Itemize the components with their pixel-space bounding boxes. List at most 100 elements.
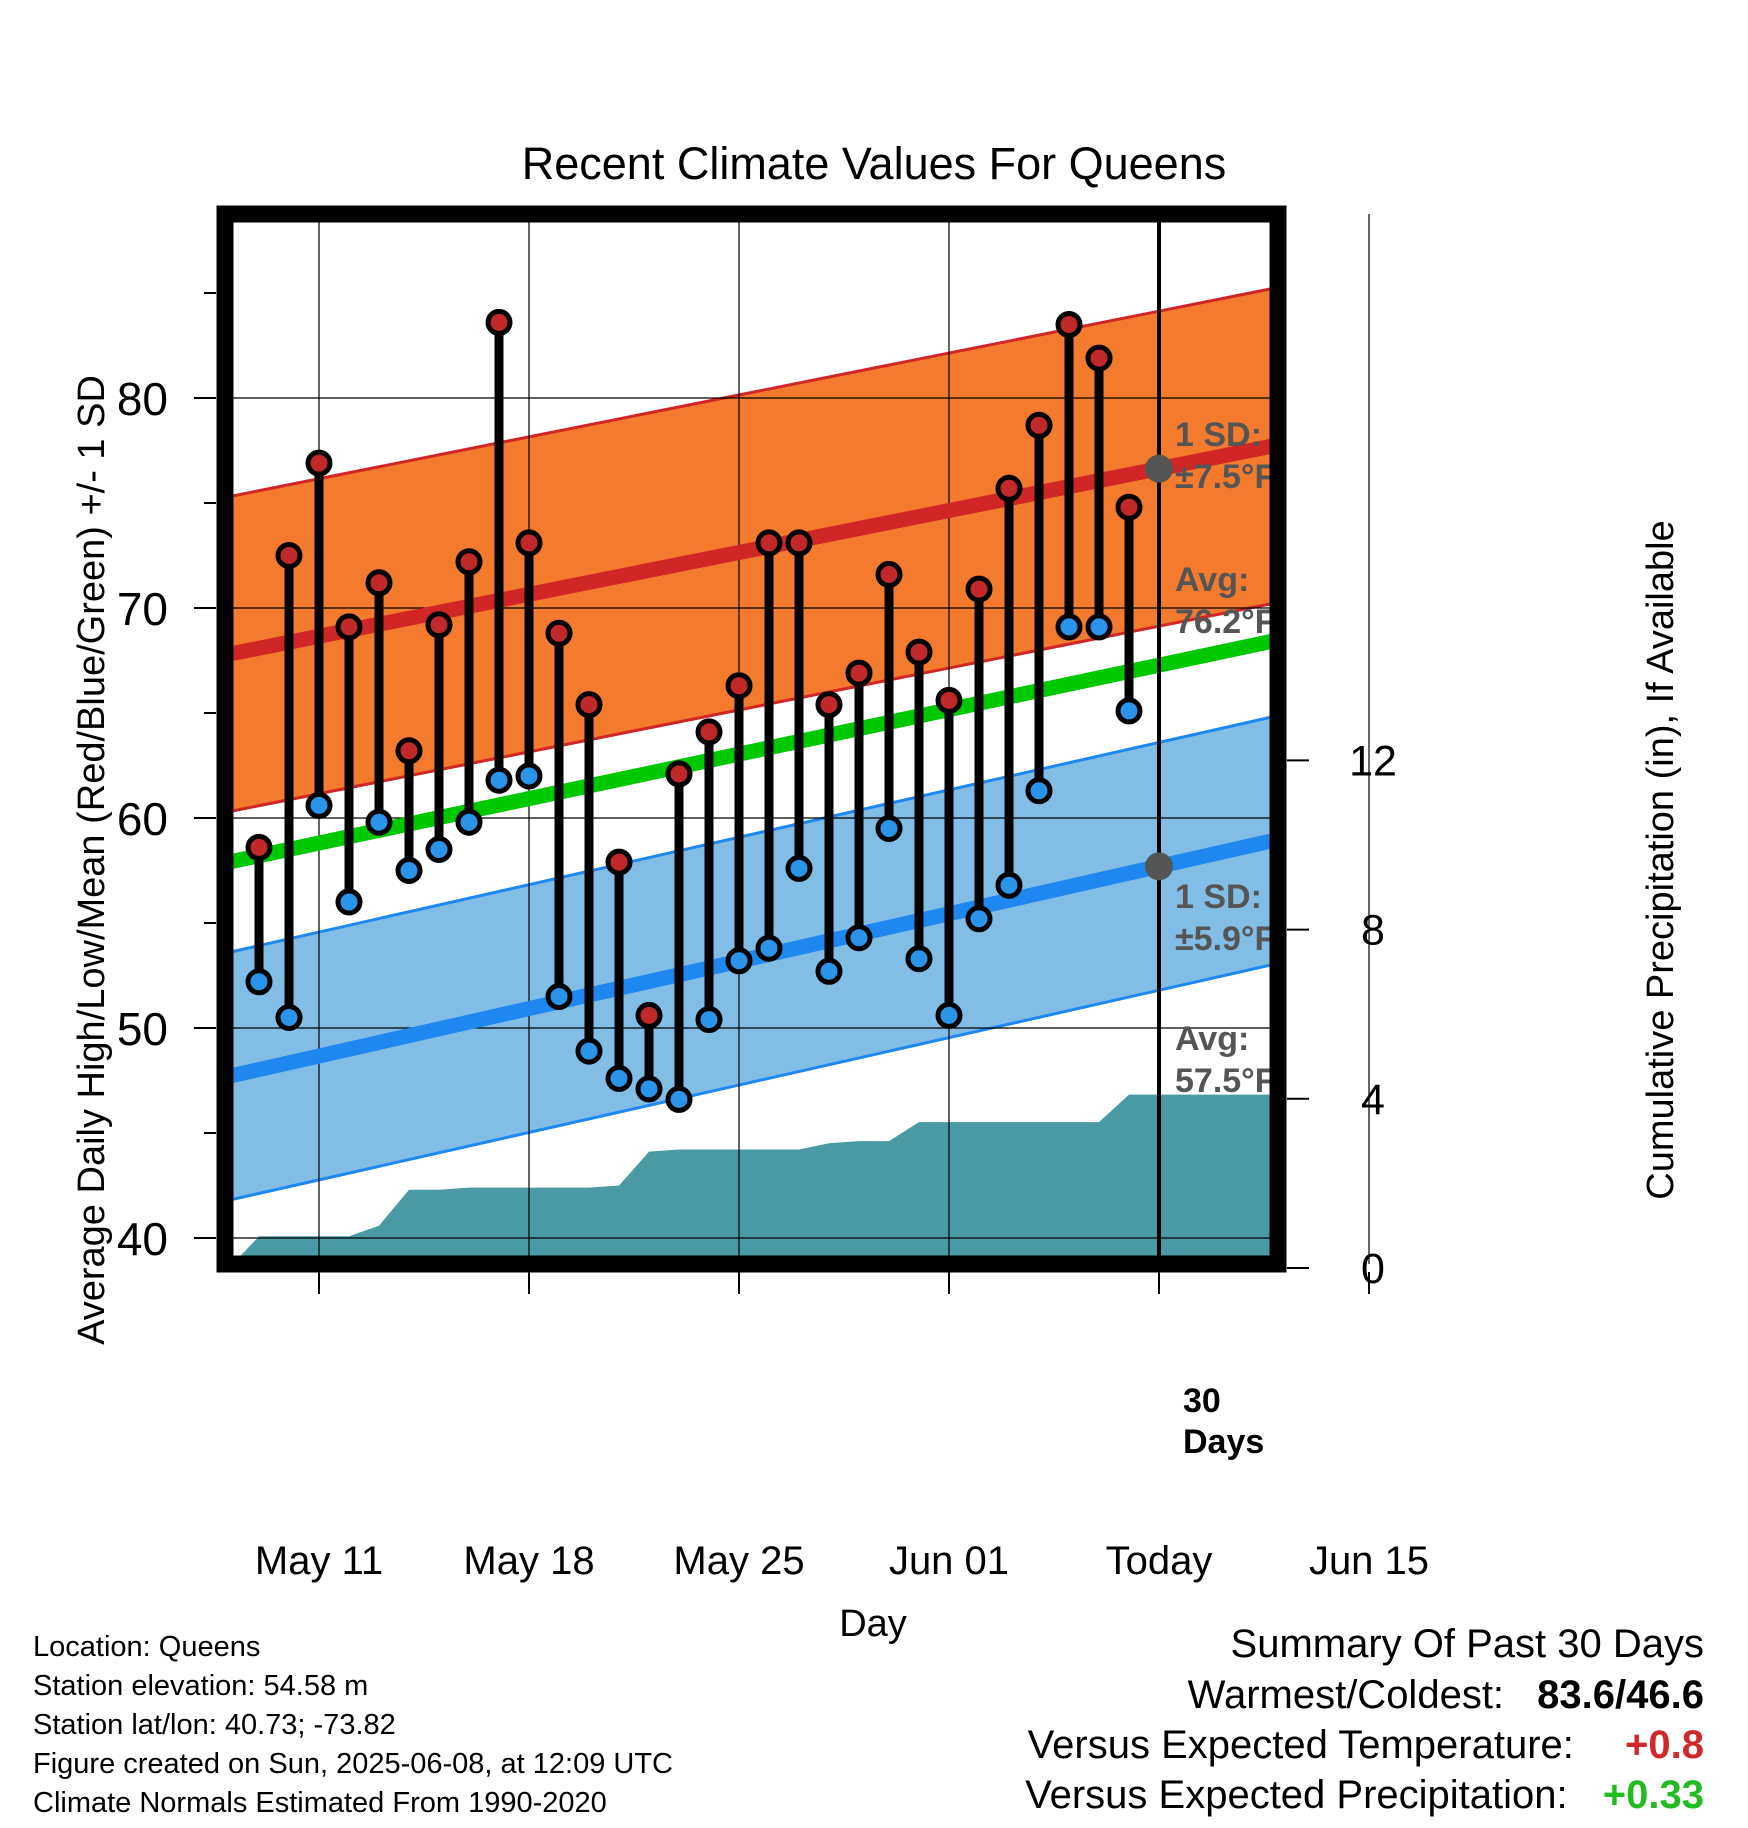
daily-low-point <box>335 888 363 916</box>
low-sd-value: ±5.9°F <box>1175 920 1275 958</box>
daily-low-point <box>965 905 993 933</box>
x-tick-label: May 25 <box>673 1539 804 1583</box>
daily-low-point <box>485 766 513 794</box>
daily-high-point <box>245 833 273 861</box>
daily-high-point <box>545 619 573 647</box>
daily-low-point <box>875 815 903 842</box>
today-low-avg-marker <box>1145 852 1173 881</box>
daily-high-point <box>305 449 333 477</box>
chart-title: Recent Climate Values For Queens <box>522 138 1227 189</box>
daily-high-point <box>755 529 783 557</box>
daily-high-point <box>335 613 363 641</box>
footer-elevation: Station elevation: 54.58 m <box>33 1670 369 1702</box>
daily-low-point <box>665 1085 693 1113</box>
y-axis-label: Average Daily High/Low/Mean (Red/Blue/Gr… <box>71 375 113 1345</box>
daily-low-point <box>935 1001 963 1029</box>
daily-high-point <box>965 575 993 603</box>
daily-low-point <box>605 1064 633 1092</box>
daily-low-point <box>1025 777 1053 805</box>
low-sd-label: 1 SD: <box>1175 878 1262 916</box>
warm-cold-value: 83.6/46.6 <box>1537 1673 1704 1717</box>
daily-low-point <box>635 1075 663 1103</box>
daily-high-point <box>485 308 513 336</box>
daily-high-point <box>785 529 813 557</box>
y2-axis-label: Cumulative Precipitation (in), If Availa… <box>1640 520 1682 1199</box>
y2-tick-label: 12 <box>1349 737 1397 785</box>
observations-layer <box>245 308 1143 1113</box>
daily-high-point <box>845 659 873 687</box>
daily-low-point <box>815 957 843 985</box>
high-sd-value: ±7.5°F <box>1175 458 1275 496</box>
daily-low-point <box>515 762 543 790</box>
x-tick-label: May 11 <box>255 1539 383 1583</box>
daily-high-point <box>395 737 423 765</box>
summary-title: Summary Of Past 30 Days <box>1230 1622 1704 1666</box>
warm-cold-label: Warmest/Coldest: <box>1187 1673 1505 1717</box>
daily-low-point <box>785 854 813 882</box>
temp-label: Versus Expected Temperature: <box>1027 1723 1574 1767</box>
daily-low-point <box>1085 613 1113 641</box>
x-tick-label: Jun 01 <box>889 1539 1009 1583</box>
daily-high-point <box>1055 311 1083 338</box>
daily-low-point <box>245 968 273 996</box>
daily-high-point <box>515 529 543 557</box>
footer-location: Location: Queens <box>33 1631 261 1663</box>
high-avg-label: Avg: <box>1175 561 1249 599</box>
daily-high-point <box>875 560 903 588</box>
summary-temp: Versus Expected Temperature: +0.8 <box>1028 1723 1704 1768</box>
daily-high-point <box>935 686 963 714</box>
low-avg-value: 57.5°F <box>1175 1062 1276 1100</box>
daily-high-point <box>995 474 1023 502</box>
y2-tick-label: 0 <box>1361 1245 1385 1293</box>
daily-high-point <box>665 760 693 788</box>
daily-low-point <box>425 836 453 863</box>
y-tick-label: 60 <box>117 793 168 845</box>
y-tick-label: 70 <box>117 583 168 635</box>
daily-low-point <box>995 871 1023 899</box>
temp-value: +0.8 <box>1625 1723 1704 1767</box>
precipitation-area <box>229 1094 1274 1268</box>
today-high-avg-marker <box>1145 454 1173 483</box>
daily-high-point <box>365 569 393 597</box>
low-sd-band-upper-edge <box>228 715 1275 954</box>
plot-frame <box>216 205 1287 1273</box>
daily-low-point <box>725 947 753 975</box>
x-tick-label: Jun 15 <box>1309 1539 1429 1583</box>
today-layer <box>1145 214 1173 1264</box>
daily-low-point <box>755 934 783 962</box>
footer-created: Figure created on Sun, 2025-06-08, at 12… <box>33 1748 673 1780</box>
daily-high-point <box>905 638 933 666</box>
y-tick-label: 50 <box>117 1003 168 1055</box>
mean-line <box>227 633 1276 870</box>
daily-high-point <box>725 672 753 700</box>
daily-low-point <box>365 808 393 836</box>
days-count-label: 30 <box>1183 1382 1221 1420</box>
daily-high-point <box>1115 493 1143 521</box>
summary-warm-cold: Warmest/Coldest: 83.6/46.6 <box>1188 1673 1704 1718</box>
daily-low-point <box>545 983 573 1010</box>
daily-high-point <box>605 848 633 876</box>
y2-tick-label: 8 <box>1361 907 1385 955</box>
daily-low-point <box>905 945 933 973</box>
x-tick-label: Today <box>1106 1539 1213 1583</box>
daily-low-point <box>695 1006 723 1034</box>
daily-high-point <box>425 611 453 639</box>
daily-low-point <box>455 808 483 836</box>
low-avg-label: Avg: <box>1175 1020 1249 1058</box>
low-sd-band-lower-edge <box>228 962 1275 1202</box>
footer-latlon: Station lat/lon: 40.73; -73.82 <box>33 1709 396 1741</box>
daily-high-point <box>275 542 303 569</box>
footer-normals: Climate Normals Estimated From 1990-2020 <box>33 1787 607 1819</box>
daily-high-point <box>1025 411 1053 439</box>
daily-high-point <box>815 691 843 719</box>
daily-low-point <box>1055 613 1083 641</box>
daily-low-point <box>845 924 873 952</box>
daily-low-point <box>275 1004 303 1031</box>
y-tick-label: 40 <box>117 1213 168 1265</box>
daily-high-point <box>695 718 723 746</box>
annotations-layer: 1 SD: ±7.5°F Avg: 76.2°F 1 SD: ±5.9°F Avg: 57.5… <box>1175 416 1276 1461</box>
y2-tick-label: 4 <box>1361 1076 1385 1124</box>
days-word-label: Days <box>1183 1423 1264 1461</box>
daily-high-point <box>635 1001 663 1029</box>
